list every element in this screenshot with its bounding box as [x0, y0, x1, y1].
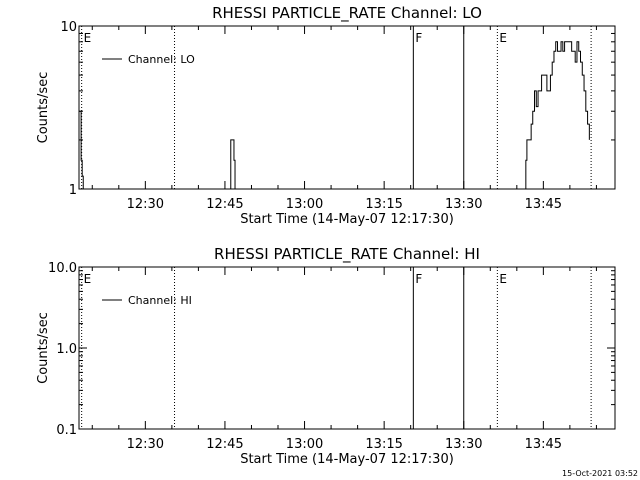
- x-axis-label: Start Time (14-May-07 12:17:30): [240, 212, 454, 227]
- legend-label: Channel: HI: [128, 294, 192, 307]
- y-axis-label: Counts/sec: [36, 312, 51, 384]
- generation-timestamp: 15-Oct-2021 03:52: [562, 469, 638, 478]
- series-line: [524, 41, 590, 190]
- y-tick-label: 1: [69, 183, 77, 198]
- x-tick-label: 12:30: [127, 197, 164, 212]
- x-tick-label: 13:00: [286, 197, 323, 212]
- panel-lo: RHESSI PARTICLE_RATE Channel: LO 12:30 12:…: [36, 4, 616, 227]
- y-tick-label: 10: [60, 20, 77, 35]
- event-marker-label: F: [415, 31, 422, 45]
- series-line: [229, 139, 236, 190]
- x-tick-label: 13:30: [445, 197, 482, 212]
- event-marker-label: E: [84, 31, 92, 45]
- y-tick-label: 10.0: [48, 261, 77, 276]
- event-marker-label: E: [499, 272, 507, 286]
- x-tick-label: 13:00: [286, 437, 323, 452]
- y-axis-label: Counts/sec: [36, 72, 51, 144]
- x-tick-label: 13:30: [445, 437, 482, 452]
- x-tick-label: 13:15: [365, 197, 402, 212]
- chart-title: RHESSI PARTICLE_RATE Channel: LO: [212, 4, 482, 23]
- x-tick-label: 13:45: [525, 197, 562, 212]
- plot-frame: [78, 266, 616, 430]
- event-marker-label: E: [499, 31, 507, 45]
- panel-hi: RHESSI PARTICLE_RATE Channel: HI 12:30 12:…: [36, 245, 616, 467]
- x-axis-label: Start Time (14-May-07 12:17:30): [240, 452, 454, 467]
- chart-title: RHESSI PARTICLE_RATE Channel: HI: [214, 245, 480, 264]
- x-tick-label: 12:30: [127, 437, 164, 452]
- x-tick-label: 12:45: [206, 197, 243, 212]
- y-tick-label: 0.1: [56, 423, 77, 438]
- plot-frame: [78, 25, 616, 190]
- x-tick-label: 13:45: [525, 437, 562, 452]
- y-tick-label: 1.0: [56, 342, 77, 357]
- event-marker-label: E: [84, 272, 92, 286]
- x-tick-label: 13:15: [365, 437, 402, 452]
- legend-label: Channel: LO: [128, 53, 195, 66]
- series-line: [79, 110, 84, 189]
- event-marker-label: F: [415, 272, 422, 286]
- x-tick-label: 12:45: [206, 437, 243, 452]
